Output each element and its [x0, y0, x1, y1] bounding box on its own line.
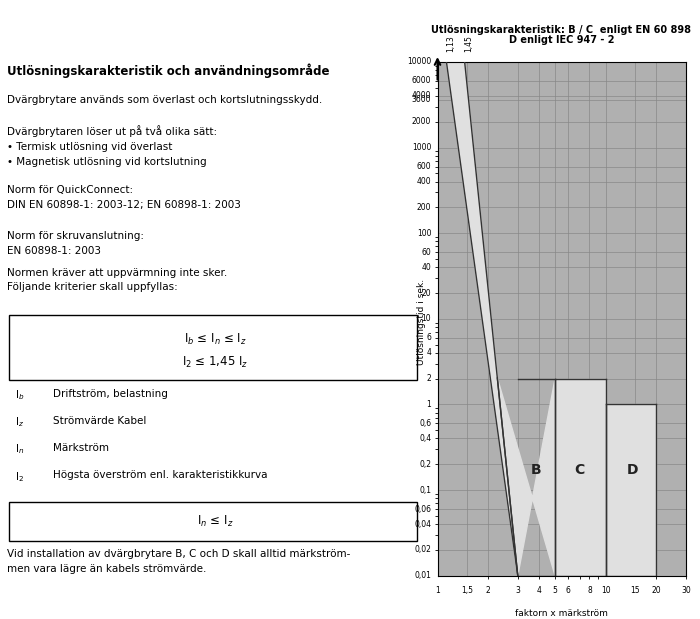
Text: 3: 3 — [515, 586, 520, 595]
Text: 10: 10 — [601, 586, 610, 595]
Text: D: D — [627, 463, 638, 477]
Text: 200: 200 — [416, 203, 431, 212]
Text: 600: 600 — [416, 162, 431, 171]
Text: Normen kräver att uppvärmning inte sker.
Följande kriterier skall uppfyllas:: Normen kräver att uppvärmning inte sker.… — [7, 267, 228, 292]
Text: 1,5: 1,5 — [461, 586, 473, 595]
Text: I$_n$: I$_n$ — [15, 443, 24, 456]
Text: Norm för QuickConnect:
DIN EN 60898-1: 2003-12; EN 60898-1: 2003: Norm för QuickConnect: DIN EN 60898-1: 2… — [7, 184, 241, 209]
Text: 100: 100 — [416, 228, 431, 238]
Polygon shape — [497, 378, 555, 576]
Text: 3600: 3600 — [412, 95, 431, 105]
Text: 10000: 10000 — [407, 58, 431, 66]
Text: 4000: 4000 — [412, 92, 431, 100]
Text: Utlösningskarakteristik: B / C  enligt EN 60 898: Utlösningskarakteristik: B / C enligt EN… — [431, 25, 692, 35]
Text: :hat: :hat — [654, 14, 690, 29]
Text: 2: 2 — [426, 374, 431, 383]
Text: 60: 60 — [421, 248, 431, 257]
Text: I$_2$ ≤ 1,45 I$_z$: I$_2$ ≤ 1,45 I$_z$ — [182, 355, 248, 370]
Text: 0,01: 0,01 — [414, 571, 431, 580]
Text: 0,6: 0,6 — [419, 419, 431, 428]
Text: 1: 1 — [426, 400, 431, 409]
Text: 20: 20 — [421, 288, 431, 298]
Text: 1,13: 1,13 — [447, 35, 456, 52]
Text: 6: 6 — [566, 586, 570, 595]
Text: I$_2$: I$_2$ — [15, 470, 24, 483]
Text: 0,02: 0,02 — [414, 545, 431, 555]
Text: Driftström, belastning: Driftström, belastning — [52, 389, 168, 399]
Text: I$_z$: I$_z$ — [15, 416, 24, 430]
Text: B: B — [531, 463, 541, 477]
Text: 1: 1 — [435, 586, 440, 595]
Text: 1000: 1000 — [412, 143, 431, 152]
FancyBboxPatch shape — [9, 503, 417, 541]
Text: faktorn x märkström: faktorn x märkström — [515, 609, 608, 618]
Text: 1,45: 1,45 — [465, 35, 474, 52]
Text: 4: 4 — [536, 586, 541, 595]
Polygon shape — [555, 379, 606, 576]
Text: Märkström: Märkström — [52, 443, 108, 452]
Text: I$_b$ ≤ I$_n$ ≤ I$_z$: I$_b$ ≤ I$_n$ ≤ I$_z$ — [183, 332, 247, 347]
Text: 2: 2 — [486, 586, 491, 595]
Text: 5: 5 — [553, 586, 557, 595]
Polygon shape — [447, 62, 518, 576]
Text: C: C — [575, 463, 584, 477]
Text: Dvärgbrytaren löser ut på två olika sätt:
• Termisk utlösning vid överlast
• Mag: Dvärgbrytaren löser ut på två olika sätt… — [7, 126, 217, 167]
Text: I$_n$ ≤ I$_z$: I$_n$ ≤ I$_z$ — [197, 514, 234, 529]
Text: Dvärgbrytare: Dvärgbrytare — [6, 12, 141, 31]
Text: 30: 30 — [681, 586, 691, 595]
Text: 400: 400 — [416, 177, 431, 186]
Text: 2000: 2000 — [412, 117, 431, 126]
Text: Vid installation av dvärgbrytare B, C och D skall alltid märkström-
men vara läg: Vid installation av dvärgbrytare B, C oc… — [7, 549, 351, 574]
Text: 0,2: 0,2 — [419, 460, 431, 469]
Text: 6000: 6000 — [412, 76, 431, 85]
Text: 4: 4 — [426, 348, 431, 357]
FancyBboxPatch shape — [9, 316, 417, 380]
Polygon shape — [606, 404, 657, 576]
Text: 20: 20 — [652, 586, 662, 595]
Text: I$_b$: I$_b$ — [15, 389, 24, 402]
Text: 0,04: 0,04 — [414, 519, 431, 529]
Text: 15: 15 — [631, 586, 640, 595]
Text: Högsta överström enl. karakteristikkurva: Högsta överström enl. karakteristikkurva — [52, 470, 267, 480]
Text: 0,4: 0,4 — [419, 434, 431, 443]
Text: 0,06: 0,06 — [414, 504, 431, 514]
Text: Norm för skruvanslutning:
EN 60898-1: 2003: Norm för skruvanslutning: EN 60898-1: 20… — [7, 231, 144, 256]
Text: D enligt IEC 947 - 2: D enligt IEC 947 - 2 — [509, 35, 614, 45]
Text: 0,1: 0,1 — [419, 485, 431, 495]
Text: Strömvärde Kabel: Strömvärde Kabel — [52, 416, 146, 426]
Text: 40: 40 — [421, 262, 431, 272]
Text: Utlösningstid i sek.: Utlösningstid i sek. — [417, 279, 426, 365]
Text: 10: 10 — [421, 314, 431, 323]
Text: Utlösningskarakteristik och användningsområde: Utlösningskarakteristik och användningso… — [7, 64, 330, 78]
Text: Dvärgbrytare används som överlast och kortslutningsskydd.: Dvärgbrytare används som överlast och ko… — [7, 95, 322, 105]
Text: 6: 6 — [426, 333, 431, 342]
Text: 8: 8 — [587, 586, 592, 595]
